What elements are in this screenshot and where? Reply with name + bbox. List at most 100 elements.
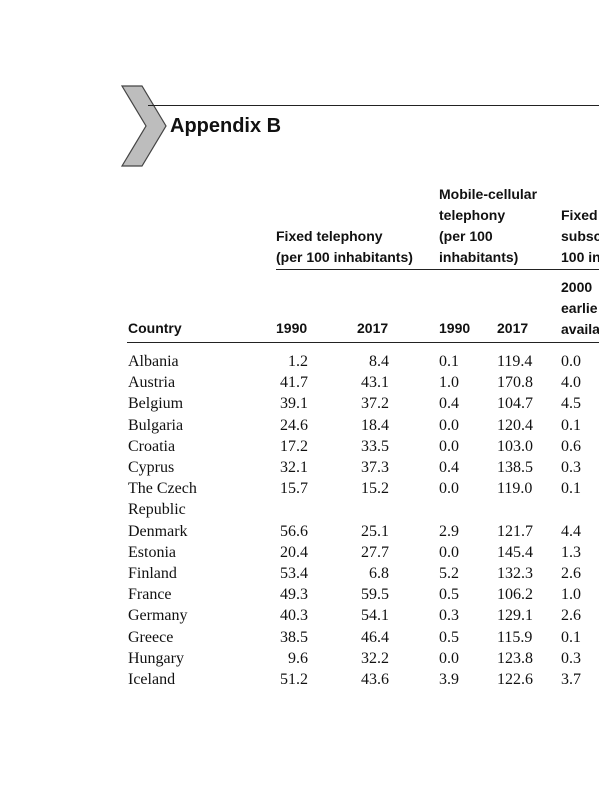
table-row: Bulgaria 24.6 18.4 0.0 120.4 0.1 — [0, 415, 599, 436]
mobile-2017-cell: 119.0 — [497, 480, 533, 498]
table-row: Estonia 20.4 27.7 0.0 145.4 1.3 — [0, 542, 599, 563]
fixed-2017-cell: 6.8 — [369, 565, 389, 582]
mobile-1990-cell: 0.5 — [439, 586, 459, 604]
fixed-1990-cell: 24.6 — [280, 416, 308, 434]
mobile-1990-cell: 5.2 — [439, 565, 459, 582]
country-cell: The Czech — [128, 480, 197, 498]
fixed-1990-cell: 56.6 — [280, 522, 308, 540]
table-row: Finland 53.4 6.8 5.2 132.3 2.6 — [0, 563, 599, 584]
group-header-rule — [276, 269, 599, 270]
third-column-cell: 4.0 — [561, 374, 581, 392]
mobile-2017-cell: 115.9 — [497, 628, 533, 646]
mobile-1990-cell: 0.0 — [439, 649, 459, 667]
mobile-2017-cell: 145.4 — [497, 543, 533, 561]
chevron-mark-icon — [120, 85, 167, 167]
table-row: France 49.3 59.5 0.5 106.2 1.0 — [0, 584, 599, 605]
fixed-2017-cell: 59.5 — [361, 586, 389, 604]
table-row: Cyprus 32.1 37.3 0.4 138.5 0.3 — [0, 457, 599, 478]
mobile-1990-cell: 0.0 — [439, 437, 459, 455]
mobile-2017-cell: 121.7 — [497, 522, 533, 540]
fixed-1990-cell: 9.6 — [288, 649, 308, 667]
third-column-cell: 3.7 — [561, 671, 581, 688]
table-row: Croatia 17.2 33.5 0.0 103.0 0.6 — [0, 436, 599, 457]
fixed-1990-cell: 20.4 — [280, 543, 308, 561]
fixed-2017-cell: 32.2 — [361, 649, 389, 667]
mobile-2017-cell: 119.4 — [497, 353, 533, 370]
country-cell: Iceland — [128, 671, 176, 688]
third-column-cell: 2.6 — [561, 565, 581, 582]
mobile-1990-cell: 1.0 — [439, 374, 459, 392]
third-column-cell: 0.1 — [561, 416, 581, 434]
mobile-1990-cell: 0.0 — [439, 543, 459, 561]
mobile-2017-cell: 170.8 — [497, 374, 533, 392]
table-row: The Czech 15.7 15.2 0.0 119.0 0.1 — [0, 478, 599, 499]
third-column-cell: 0.0 — [561, 353, 581, 370]
mobile-1990-cell: 0.1 — [439, 353, 459, 370]
country-cell: Estonia — [128, 543, 176, 561]
mobile-2017-cell: 120.4 — [497, 416, 533, 434]
column-header-mobile-1990: 1990 — [439, 320, 471, 336]
third-column-cell: 4.5 — [561, 395, 581, 413]
fixed-2017-cell: 25.1 — [361, 522, 389, 540]
third-column-cell: 0.3 — [561, 649, 581, 667]
column-header-third: 2000 earlie availa — [561, 279, 599, 337]
table-row: Albania 1.2 8.4 0.1 119.4 0.0 — [0, 351, 599, 372]
fixed-1990-cell: 15.7 — [280, 480, 308, 498]
column-header-rule — [127, 342, 599, 343]
mobile-2017-cell: 138.5 — [497, 459, 533, 476]
mobile-1990-cell: 0.0 — [439, 480, 459, 498]
fixed-1990-cell: 41.7 — [280, 374, 308, 392]
third-column-cell: 0.6 — [561, 437, 581, 455]
mobile-2017-cell: 132.3 — [497, 565, 533, 582]
fixed-2017-cell: 27.7 — [361, 543, 389, 561]
column-header-country: Country — [128, 320, 182, 336]
country-cell: Albania — [128, 353, 179, 370]
fixed-2017-cell: 54.1 — [361, 607, 389, 625]
country-cell: Germany — [128, 607, 188, 625]
third-column-cell: 4.4 — [561, 522, 581, 540]
fixed-1990-cell: 1.2 — [288, 353, 308, 370]
fixed-2017-cell: 43.6 — [361, 671, 389, 688]
fixed-2017-cell: 37.3 — [361, 459, 389, 476]
fixed-2017-cell: 37.2 — [361, 395, 389, 413]
third-column-cell: 0.1 — [561, 480, 581, 498]
mobile-2017-cell: 103.0 — [497, 437, 533, 455]
table-row: Hungary 9.6 32.2 0.0 123.8 0.3 — [0, 648, 599, 669]
mobile-2017-cell: 104.7 — [497, 395, 533, 413]
fixed-2017-cell: 43.1 — [361, 374, 389, 392]
third-group-header: Fixed subsc 100 in — [561, 207, 599, 265]
mobile-1990-cell: 2.9 — [439, 522, 459, 540]
country-cell: Bulgaria — [128, 416, 184, 434]
column-header-fixed-1990: 1990 — [276, 320, 308, 336]
table-row: Greece 38.5 46.4 0.5 115.9 0.1 — [0, 627, 599, 648]
fixed-1990-cell: 32.1 — [280, 459, 308, 476]
column-header-fixed-2017: 2017 — [357, 320, 389, 336]
mobile-1990-cell: 3.9 — [439, 671, 459, 688]
page-title: Appendix B — [170, 115, 282, 137]
table-row: Iceland 51.2 43.6 3.9 122.6 3.7 — [0, 669, 599, 690]
fixed-1990-cell: 51.2 — [280, 671, 308, 688]
country-cell: Republic — [128, 501, 186, 519]
country-cell: Cyprus — [128, 459, 175, 476]
table-row: Germany 40.3 54.1 0.3 129.1 2.6 — [0, 605, 599, 626]
fixed-2017-cell: 46.4 — [361, 628, 389, 646]
fixed-1990-cell: 40.3 — [280, 607, 308, 625]
country-cell: Belgium — [128, 395, 184, 413]
column-header-mobile-2017: 2017 — [497, 320, 529, 336]
mobile-2017-cell: 123.8 — [497, 649, 533, 667]
table-row: Belgium 39.1 37.2 0.4 104.7 4.5 — [0, 393, 599, 414]
third-column-cell: 0.1 — [561, 628, 581, 646]
fixed-2017-cell: 15.2 — [361, 480, 389, 498]
mobile-1990-cell: 0.4 — [439, 459, 459, 476]
table-row: Denmark 56.6 25.1 2.9 121.7 4.4 — [0, 521, 599, 542]
mobile-group-header: Mobile-cellular telephony (per 100 inhab… — [439, 186, 538, 265]
third-column-cell: 0.3 — [561, 459, 581, 476]
country-cell: Greece — [128, 628, 174, 646]
table-row: Austria 41.7 43.1 1.0 170.8 4.0 — [0, 372, 599, 393]
fixed-1990-cell: 17.2 — [280, 437, 308, 455]
country-cell: Denmark — [128, 522, 188, 540]
fixed-1990-cell: 38.5 — [280, 628, 308, 646]
table-row: Republic — [0, 499, 599, 520]
mobile-1990-cell: 0.4 — [439, 395, 459, 413]
mobile-1990-cell: 0.3 — [439, 607, 459, 625]
